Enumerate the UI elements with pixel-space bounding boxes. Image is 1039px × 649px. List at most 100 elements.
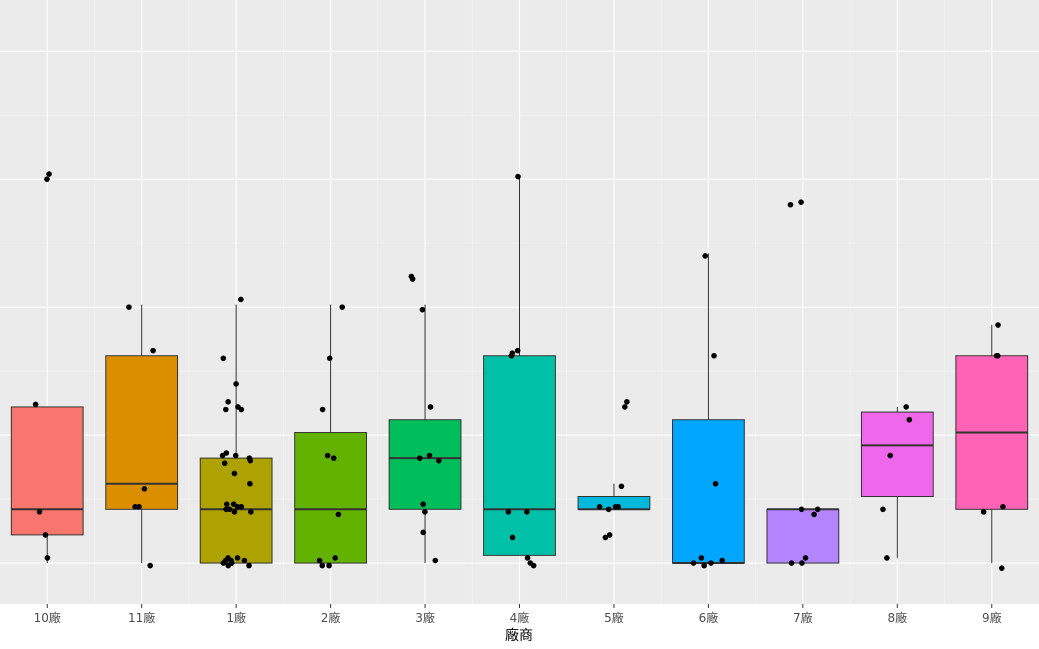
data-point xyxy=(319,406,326,413)
data-point xyxy=(698,555,705,561)
data-point xyxy=(509,534,516,541)
data-point xyxy=(223,506,229,513)
box-11廠 xyxy=(105,304,179,564)
x-tick-label: 6廠 xyxy=(699,610,719,625)
data-point xyxy=(238,296,244,303)
data-point xyxy=(46,171,52,177)
box-7廠 xyxy=(766,508,840,564)
data-point xyxy=(219,452,226,459)
box-iqr xyxy=(483,355,556,556)
data-point xyxy=(231,509,238,515)
box-9廠 xyxy=(955,325,1029,564)
data-point xyxy=(339,304,346,310)
data-point xyxy=(427,404,434,410)
data-point xyxy=(247,480,253,487)
data-point xyxy=(798,506,805,513)
data-point xyxy=(719,557,726,564)
data-point xyxy=(220,355,227,362)
data-point xyxy=(432,557,439,564)
data-point xyxy=(712,480,719,487)
data-point xyxy=(246,562,252,569)
data-point xyxy=(42,532,49,538)
data-point xyxy=(408,273,415,280)
box-10廠 xyxy=(10,406,84,564)
data-point xyxy=(436,457,442,464)
data-point xyxy=(612,503,619,510)
data-point xyxy=(36,509,43,515)
data-point xyxy=(701,562,707,569)
data-point xyxy=(241,557,248,564)
data-point xyxy=(316,557,323,564)
data-point xyxy=(238,503,245,510)
data-point xyxy=(416,455,423,461)
data-point xyxy=(32,401,39,408)
x-tick-label: 8廠 xyxy=(887,610,907,625)
data-point xyxy=(147,562,153,569)
x-tick-label: 1廠 xyxy=(226,610,246,625)
x-axis-ticks: 10廠 11廠 1廠 2廠 3廠 4廠 5廠 6廠 7廠 8廠 9廠 xyxy=(34,604,1002,625)
data-point xyxy=(606,532,613,538)
data-point xyxy=(811,511,817,518)
data-point xyxy=(420,529,426,536)
x-tick-label: 2廠 xyxy=(321,610,341,625)
data-point xyxy=(524,555,531,561)
data-point xyxy=(887,452,893,459)
data-point xyxy=(420,501,426,507)
data-point xyxy=(624,399,630,405)
x-tick-label: 10廠 xyxy=(34,610,61,625)
data-point xyxy=(799,560,805,566)
x-axis-title: 廠商 xyxy=(505,627,533,644)
data-point xyxy=(980,509,987,515)
data-point xyxy=(330,455,337,461)
data-point xyxy=(326,562,332,569)
data-point xyxy=(126,304,132,310)
data-point xyxy=(233,381,239,387)
x-tick-label: 5廠 xyxy=(604,610,624,625)
data-point xyxy=(319,562,326,569)
x-tick-label: 9廠 xyxy=(982,610,1002,625)
data-point xyxy=(225,399,231,405)
box-4廠 xyxy=(483,176,556,556)
data-point xyxy=(802,555,809,561)
data-point xyxy=(998,565,1005,571)
data-point xyxy=(324,452,331,459)
data-point xyxy=(419,306,426,313)
data-point xyxy=(515,173,521,180)
data-point xyxy=(426,452,433,459)
data-point xyxy=(798,199,804,205)
data-point xyxy=(221,460,228,467)
data-point xyxy=(602,534,609,541)
box-iqr xyxy=(860,411,934,498)
x-tick-label: 11廠 xyxy=(128,610,155,625)
data-point xyxy=(231,470,238,477)
data-point xyxy=(508,352,515,359)
data-point xyxy=(234,555,241,561)
x-tick-label: 4廠 xyxy=(510,610,530,625)
data-point xyxy=(787,201,794,208)
data-point xyxy=(230,501,237,507)
data-point xyxy=(220,560,227,566)
box-3廠 xyxy=(388,304,462,564)
x-tick-label: 7廠 xyxy=(793,610,813,625)
data-point xyxy=(141,486,148,492)
data-point xyxy=(814,506,821,513)
x-tick-label: 3廠 xyxy=(415,610,435,625)
data-point xyxy=(44,176,50,182)
data-point xyxy=(326,355,333,362)
box-5廠 xyxy=(577,483,651,511)
box-8廠 xyxy=(860,406,934,558)
box-6廠 xyxy=(672,253,745,565)
data-point xyxy=(44,555,51,561)
box-iqr xyxy=(10,406,84,536)
data-point xyxy=(335,511,342,518)
data-point xyxy=(622,404,628,410)
box-2廠 xyxy=(294,304,367,564)
data-point xyxy=(530,562,537,569)
data-point xyxy=(596,503,603,510)
data-point xyxy=(222,406,229,413)
data-point xyxy=(906,416,913,423)
data-point xyxy=(711,352,717,359)
data-point xyxy=(903,404,909,410)
data-point xyxy=(332,555,339,561)
